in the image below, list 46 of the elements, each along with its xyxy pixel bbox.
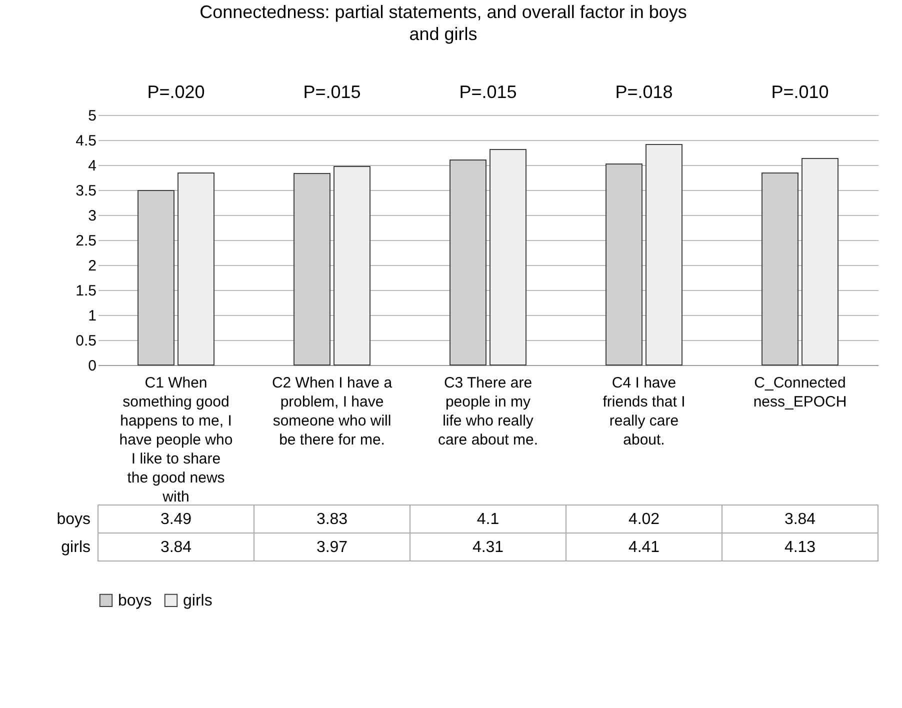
data-label: 4.41: [628, 539, 660, 556]
data-label: 3.84: [784, 511, 816, 528]
y-tick-label: 1.5: [76, 282, 96, 300]
bar: [646, 144, 682, 366]
bar: [138, 190, 174, 366]
y-tick-label: 4: [88, 158, 96, 174]
text: P=.010: [771, 82, 829, 102]
x-tick-label: C4 I have friends that I really care about.: [602, 374, 686, 448]
text: P=.015: [303, 82, 361, 102]
x-tick-label: C_Connectedness_EPOCH: [753, 374, 847, 410]
bar: [802, 158, 838, 366]
y-tick-label: 0: [88, 358, 96, 374]
x-tick-label: C2 When I have a problem, I have someone who will be there for me.: [272, 374, 393, 448]
bar: [762, 172, 798, 366]
text: P=.015: [459, 82, 517, 102]
y-tick-label: 0.5: [76, 332, 96, 350]
y-tick-label: 2.5: [76, 232, 96, 250]
text: girls: [61, 539, 90, 556]
y-tick-label: 1: [88, 308, 96, 324]
y-tick-label: 5: [88, 108, 96, 124]
legend-label: boys: [118, 592, 152, 610]
chart-title: Connectedness: partial statements, and overall factor in boys and girls: [200, 2, 687, 44]
data-label: 3.84: [160, 539, 192, 556]
text: boys: [56, 511, 90, 528]
y-tick-label: 2: [88, 258, 96, 274]
data-label: 3.49: [160, 511, 192, 528]
x-tick-label: C1 When something good happens to me, I have people who I like to share the good news with: [119, 374, 233, 506]
data-label: 3.83: [316, 511, 348, 528]
y-tick-label: 3: [88, 208, 96, 224]
bar: [178, 172, 214, 366]
data-label: 4.31: [472, 539, 504, 556]
x-tick-label: C3 There are people in my life who really care about me.: [438, 374, 538, 448]
bar: [606, 164, 642, 366]
data-label: 4.1: [476, 511, 500, 528]
legend-label: girls: [183, 592, 212, 610]
data-label: 4.02: [628, 511, 660, 528]
data-label: 3.97: [316, 539, 348, 556]
bar: [334, 166, 370, 366]
text: P=.020: [147, 82, 205, 102]
bar: [450, 160, 486, 366]
text: P=.018: [615, 82, 673, 102]
bar: [490, 149, 526, 366]
data-label: 4.13: [784, 539, 816, 556]
bar: [294, 173, 330, 366]
y-tick-label: 3.5: [76, 182, 96, 200]
y-tick-label: 4.5: [76, 132, 96, 150]
